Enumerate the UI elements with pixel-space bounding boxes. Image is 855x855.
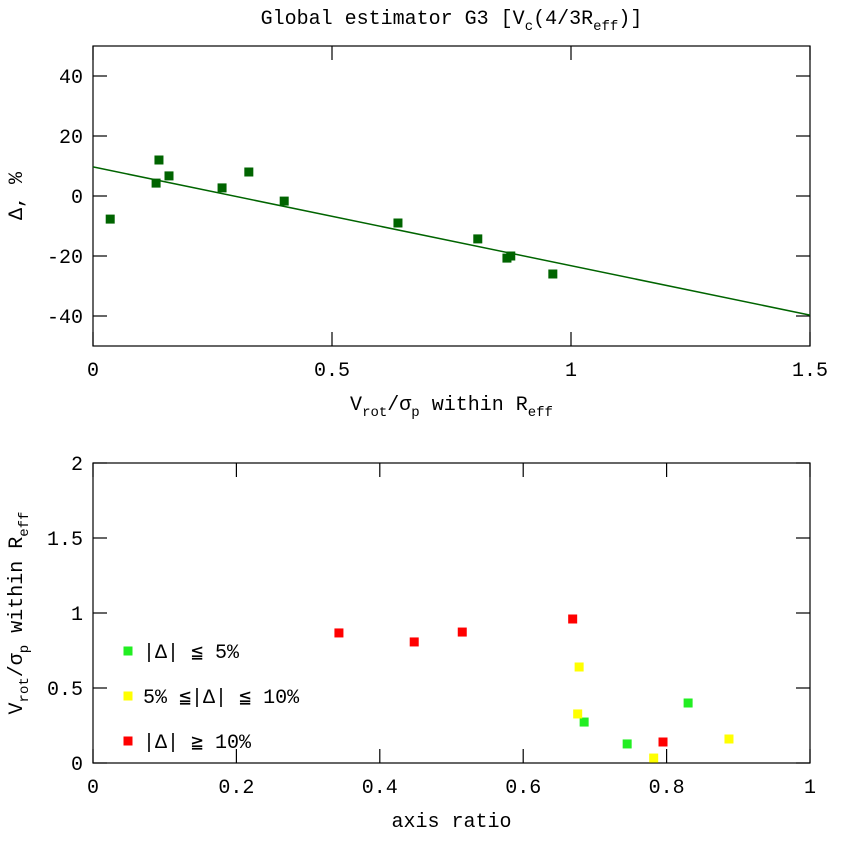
point bbox=[164, 171, 174, 181]
point bbox=[574, 662, 584, 672]
y-axis-label-part: rot bbox=[17, 677, 33, 702]
point bbox=[279, 196, 289, 206]
point bbox=[683, 698, 693, 708]
point bbox=[579, 717, 589, 727]
chart-title-part: Global estimator G3 [V bbox=[261, 8, 525, 31]
point bbox=[151, 178, 161, 188]
x-tick-label: 0.4 bbox=[362, 777, 398, 800]
point bbox=[622, 739, 632, 749]
point bbox=[568, 614, 578, 624]
y-tick-label: 1.5 bbox=[47, 529, 83, 552]
y-axis-label-part: V bbox=[6, 702, 29, 714]
x-tick-label: 1 bbox=[565, 360, 577, 383]
point bbox=[573, 709, 583, 719]
x-tick-label: 0 bbox=[87, 777, 99, 800]
point bbox=[409, 637, 419, 647]
x-tick-label: 0 bbox=[87, 360, 99, 383]
y-tick-label: -40 bbox=[47, 307, 83, 330]
x-axis-label-part: rot bbox=[362, 405, 387, 421]
chart-title-part: eff bbox=[593, 19, 618, 35]
point bbox=[473, 234, 483, 244]
chart-title-part: (4/3R bbox=[533, 8, 593, 31]
point bbox=[105, 214, 115, 224]
y-tick-label: 1 bbox=[71, 604, 83, 627]
chart-title: Global estimator G3 [Vc(4/3Reff)] bbox=[261, 8, 643, 35]
y-axis-label: Vrot/σp within Reff bbox=[6, 512, 33, 715]
point bbox=[393, 218, 403, 228]
x-axis-label-part: /σ bbox=[387, 394, 411, 417]
point bbox=[457, 627, 467, 637]
x-axis-label-part: eff bbox=[528, 405, 553, 421]
x-axis-label-part: V bbox=[350, 394, 362, 417]
chart-title-part: c bbox=[525, 19, 533, 35]
x-axis-label-part: p bbox=[411, 405, 419, 421]
y-tick-label: 0 bbox=[71, 187, 83, 210]
legend-label: |Δ| ≦ 5% bbox=[143, 642, 240, 665]
point bbox=[217, 183, 227, 193]
y-tick-label: 2 bbox=[71, 454, 83, 477]
x-axis-label: axis ratio bbox=[391, 811, 511, 834]
y-tick-label: -20 bbox=[47, 247, 83, 270]
x-tick-label: 0.5 bbox=[314, 360, 350, 383]
y-tick-label: 0 bbox=[71, 754, 83, 777]
y-axis-label-part: within R bbox=[6, 537, 29, 645]
plot-frame bbox=[92, 45, 811, 347]
legend-label: 5% ≦|Δ| ≦ 10% bbox=[143, 687, 300, 710]
y-tick-label: 0.5 bbox=[47, 679, 83, 702]
chart-title-part: )] bbox=[618, 8, 642, 31]
point bbox=[658, 737, 668, 747]
x-axis-label: Vrot/σp within Reff bbox=[350, 394, 553, 421]
y-axis-label-part: p bbox=[17, 645, 33, 653]
point bbox=[506, 251, 516, 261]
point bbox=[548, 269, 558, 279]
y-axis-label-part: Δ, % bbox=[6, 171, 29, 220]
point bbox=[154, 155, 164, 165]
x-tick-label: 0.2 bbox=[218, 777, 254, 800]
y-tick-label: 20 bbox=[59, 127, 83, 150]
point bbox=[649, 753, 659, 763]
legend-swatch bbox=[123, 736, 133, 746]
legend-label: |Δ| ≧ 10% bbox=[143, 732, 252, 755]
fit-line bbox=[92, 166, 811, 316]
x-axis-label-part: within R bbox=[420, 394, 528, 417]
plot-frame bbox=[92, 462, 811, 764]
y-axis-label: Δ, % bbox=[6, 171, 29, 220]
point bbox=[244, 167, 254, 177]
x-tick-label: 1 bbox=[804, 777, 816, 800]
legend-swatch bbox=[123, 646, 133, 656]
x-axis-label-part: axis ratio bbox=[391, 811, 511, 834]
x-tick-label: 1.5 bbox=[792, 360, 828, 383]
x-tick-label: 0.6 bbox=[505, 777, 541, 800]
y-axis-label-part: /σ bbox=[6, 653, 29, 677]
y-tick-label: 40 bbox=[59, 67, 83, 90]
point bbox=[334, 628, 344, 638]
y-axis-label-part: eff bbox=[17, 512, 33, 537]
x-tick-label: 0.8 bbox=[649, 777, 685, 800]
point bbox=[724, 734, 734, 744]
legend-swatch bbox=[123, 691, 133, 701]
